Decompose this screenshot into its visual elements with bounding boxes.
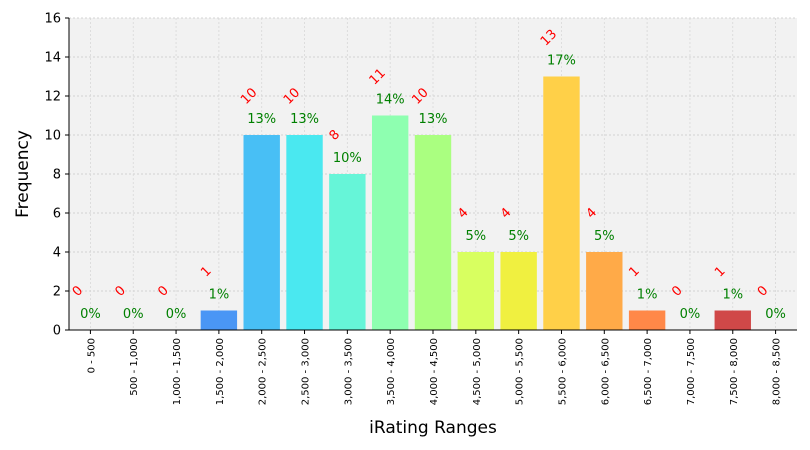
x-tick-label: 7,500 - 8,000: [729, 338, 740, 405]
x-tick-label: 5,000 - 5,500: [515, 338, 526, 405]
percent-label: 13%: [247, 112, 276, 127]
percent-label: 5%: [508, 229, 529, 244]
percent-label: 0%: [680, 307, 701, 322]
bar: [500, 252, 537, 330]
x-tick-label: 7,000 - 7,500: [686, 338, 697, 405]
y-tick-label: 10: [44, 129, 61, 144]
percent-label: 5%: [466, 229, 487, 244]
bar: [414, 135, 452, 330]
x-tick-label: 5,500 - 6,000: [557, 338, 568, 405]
bar: [457, 252, 495, 330]
percent-label: 1%: [637, 288, 658, 303]
y-tick-label: 6: [53, 207, 61, 222]
percent-label: 14%: [376, 93, 405, 108]
bar: [243, 135, 280, 330]
x-tick-label: 3,500 - 4,000: [386, 338, 397, 405]
percent-label: 17%: [547, 54, 576, 69]
x-tick-label: 2,500 - 3,000: [301, 338, 312, 405]
x-tick-label: 3,000 - 3,500: [343, 338, 354, 405]
bar: [329, 174, 366, 330]
x-tick-label: 2,000 - 2,500: [258, 338, 269, 405]
bar: [586, 252, 623, 330]
x-tick-label: 6,500 - 7,000: [643, 338, 654, 405]
x-tick-label: 500 - 1,000: [129, 338, 140, 396]
axes: 0 2 4 6 8 10 12 14 16 0 - 500 500 - 1,000 1,000 - 1…: [44, 12, 797, 405]
bar: [628, 310, 666, 330]
x-tick-label: 6,000 - 6,500: [600, 338, 611, 405]
bar: [543, 76, 580, 330]
bar: [200, 310, 238, 330]
y-tick-label: 0: [53, 324, 61, 339]
bars: [200, 76, 751, 330]
y-tick-label: 14: [44, 51, 61, 66]
bar: [371, 115, 409, 330]
percent-label: 0%: [80, 307, 101, 322]
x-tick-label: 0 - 500: [86, 338, 97, 373]
y-tick-label: 12: [44, 90, 61, 105]
percent-label: 13%: [419, 112, 448, 127]
percent-label: 1%: [722, 288, 743, 303]
x-tick-label: 4,000 - 4,500: [429, 338, 440, 405]
y-tick-label: 16: [44, 12, 61, 27]
bar: [286, 135, 323, 330]
bar: [714, 310, 751, 330]
x-tick-label: 1,000 - 1,500: [172, 338, 183, 405]
percent-label: 0%: [765, 307, 786, 322]
percent-label: 1%: [209, 288, 230, 303]
x-tick-label: 1,500 - 2,000: [215, 338, 226, 405]
percent-label: 5%: [594, 229, 615, 244]
percent-label: 0%: [123, 307, 144, 322]
x-tick-label: 4,500 - 5,000: [472, 338, 483, 405]
x-axis-title: iRating Ranges: [369, 418, 497, 438]
x-tick-label: 8,000 - 8,500: [772, 338, 783, 405]
y-tick-label: 8: [53, 168, 61, 183]
percent-label: 10%: [333, 151, 362, 166]
y-tick-label: 4: [53, 246, 61, 261]
percent-label: 0%: [166, 307, 187, 322]
percent-label: 13%: [290, 112, 319, 127]
y-axis-title: Frequency: [13, 130, 33, 218]
y-tick-label: 2: [53, 285, 61, 300]
